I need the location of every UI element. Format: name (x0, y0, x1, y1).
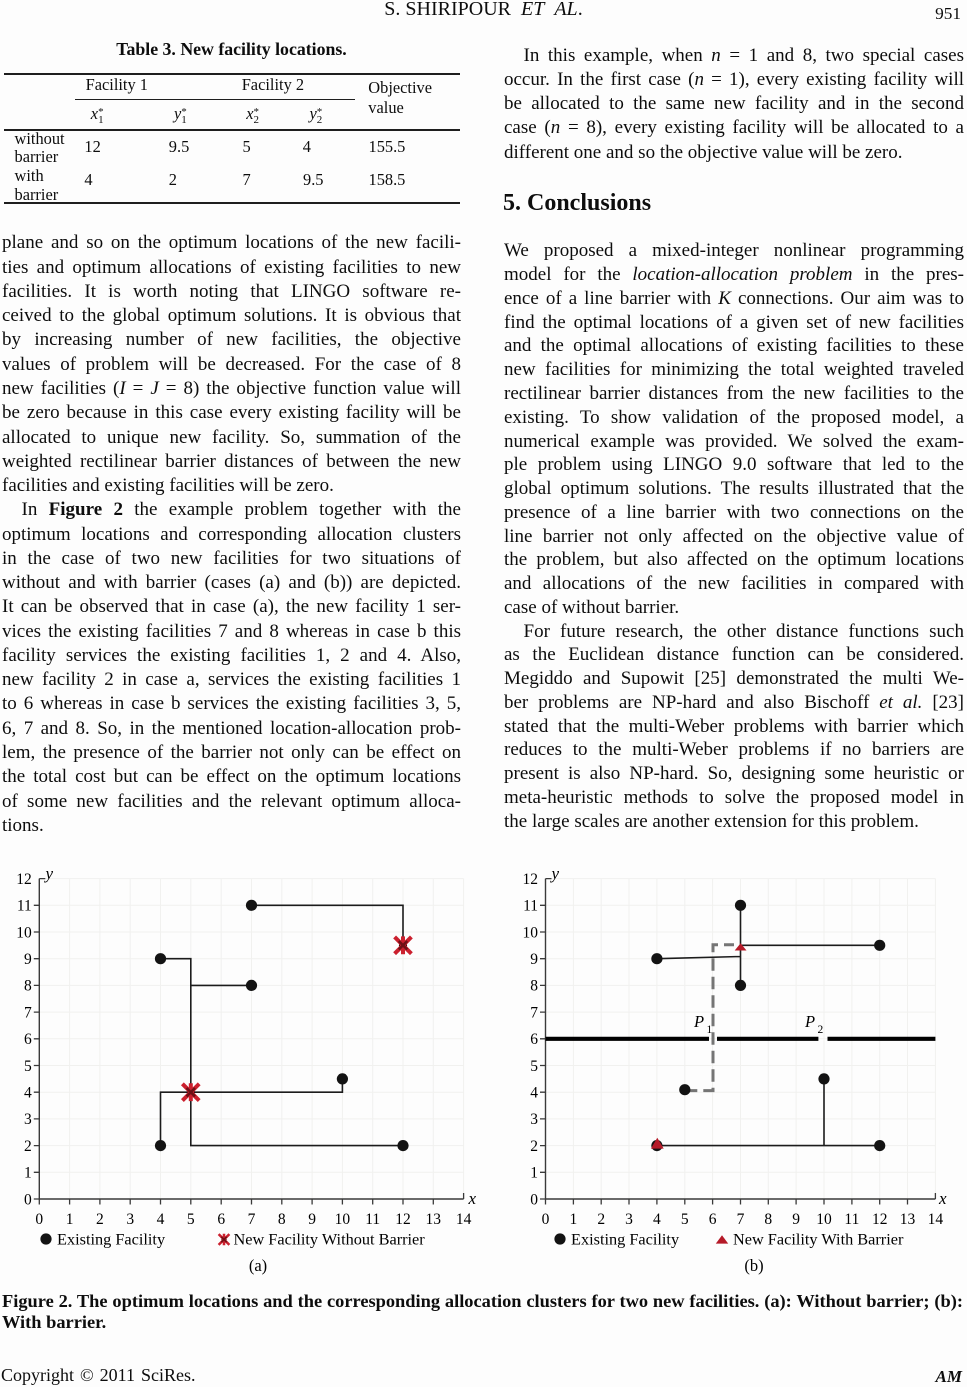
svg-text:7: 7 (737, 1211, 745, 1228)
svg-text:6: 6 (217, 1211, 225, 1228)
svg-text:Existing Facility: Existing Facility (571, 1230, 680, 1249)
svg-text:11: 11 (17, 898, 32, 915)
svg-text:8: 8 (278, 1211, 286, 1228)
svg-text:9: 9 (24, 951, 32, 968)
svg-text:0: 0 (24, 1191, 32, 1208)
svg-text:8: 8 (764, 1211, 772, 1228)
svg-text:3: 3 (625, 1211, 633, 1228)
svg-text:11: 11 (365, 1211, 380, 1228)
svg-text:1: 1 (707, 1024, 713, 1036)
svg-text:1: 1 (570, 1211, 578, 1228)
svg-text:Existing Facility: Existing Facility (57, 1230, 166, 1249)
svg-text:0: 0 (530, 1191, 538, 1208)
svg-text:1: 1 (530, 1165, 538, 1182)
svg-text:5: 5 (187, 1211, 195, 1228)
svg-text:10: 10 (523, 924, 539, 941)
svg-text:2: 2 (818, 1024, 824, 1036)
svg-text:y: y (44, 864, 54, 883)
svg-text:0: 0 (542, 1211, 550, 1228)
svg-text:6: 6 (530, 1031, 538, 1048)
svg-text:2: 2 (530, 1138, 538, 1155)
svg-text:P: P (804, 1012, 815, 1031)
svg-text:1: 1 (66, 1211, 74, 1228)
svg-text:11: 11 (844, 1211, 859, 1228)
svg-text:4: 4 (24, 1085, 32, 1102)
svg-text:2: 2 (597, 1211, 605, 1228)
svg-text:P: P (693, 1012, 704, 1031)
svg-text:14: 14 (928, 1211, 944, 1228)
svg-text:12: 12 (872, 1211, 888, 1228)
svg-text:9: 9 (308, 1211, 316, 1228)
svg-text:10: 10 (16, 924, 32, 941)
svg-text:5: 5 (530, 1058, 538, 1075)
svg-text:7: 7 (24, 1004, 32, 1021)
svg-text:x: x (938, 1189, 947, 1208)
svg-text:0: 0 (35, 1211, 43, 1228)
svg-text:10: 10 (335, 1211, 351, 1228)
svg-text:1: 1 (24, 1165, 32, 1182)
svg-text:4: 4 (530, 1085, 538, 1102)
svg-text:14: 14 (456, 1211, 472, 1228)
svg-text:2: 2 (24, 1138, 32, 1155)
svg-text:9: 9 (530, 951, 538, 968)
svg-text:7: 7 (248, 1211, 256, 1228)
svg-text:12: 12 (395, 1211, 411, 1228)
svg-text:5: 5 (681, 1211, 689, 1228)
svg-text:3: 3 (24, 1111, 32, 1128)
svg-text:y: y (550, 864, 560, 883)
svg-text:11: 11 (523, 898, 538, 915)
svg-text:6: 6 (24, 1031, 32, 1048)
svg-text:x: x (468, 1189, 477, 1208)
svg-text:2: 2 (96, 1211, 104, 1228)
svg-text:12: 12 (16, 871, 32, 888)
svg-text:8: 8 (530, 978, 538, 995)
svg-text:9: 9 (792, 1211, 800, 1228)
svg-text:New Facility Without Barrier: New Facility Without Barrier (234, 1230, 426, 1249)
svg-text:13: 13 (900, 1211, 916, 1228)
svg-text:10: 10 (816, 1211, 832, 1228)
svg-text:7: 7 (530, 1004, 538, 1021)
svg-text:13: 13 (426, 1211, 442, 1228)
svg-text:8: 8 (24, 978, 32, 995)
svg-text:4: 4 (653, 1211, 661, 1228)
svg-text:12: 12 (523, 871, 539, 888)
svg-text:(a): (a) (249, 1256, 267, 1275)
svg-text:6: 6 (709, 1211, 717, 1228)
svg-text:4: 4 (157, 1211, 165, 1228)
svg-text:5: 5 (24, 1058, 32, 1075)
svg-text:New Facility With Barrier: New Facility With Barrier (733, 1230, 904, 1249)
svg-text:3: 3 (530, 1111, 538, 1128)
svg-text:3: 3 (126, 1211, 134, 1228)
svg-text:(b): (b) (744, 1256, 763, 1275)
